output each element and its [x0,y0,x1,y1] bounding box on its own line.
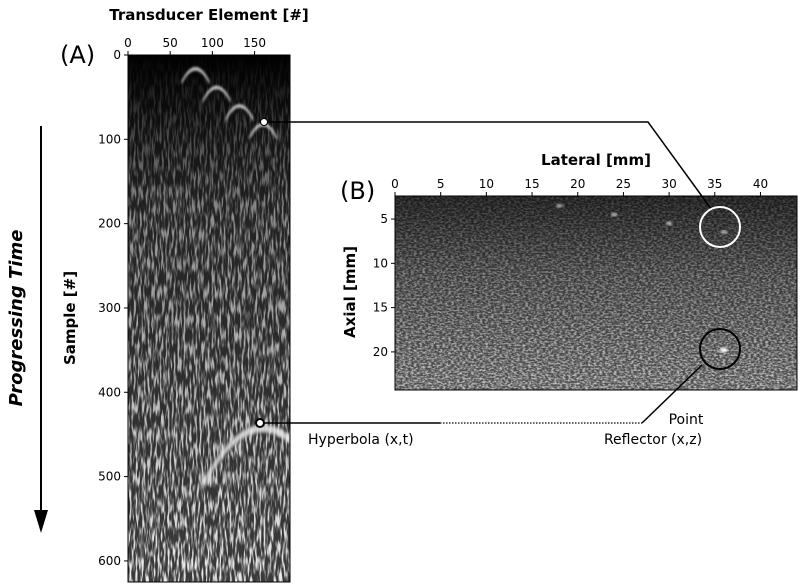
panel-b-x-tick-label: 5 [437,177,445,191]
panel-b-x-tick-label: 25 [616,177,631,191]
panel-b-y-tick-label: 10 [373,256,388,270]
beamformed-attenuation [395,196,797,390]
panel-b-y-axis-title: Axial [mm] [341,246,359,338]
panel-a-y-tick-label: 500 [98,470,121,484]
beamformed-image-panel: 0 5 10 15 20 25 30 35 40 5 10 15 20 [373,177,798,391]
panel-a-x-tick-label: 150 [243,36,266,50]
bottom-reflector-connector [641,364,703,424]
panel-a-x-tick-label: 100 [201,36,224,50]
panel-a-y-tick-label: 100 [98,132,121,146]
hyperbola-mark [202,85,231,104]
panel-b-y-tick-label: 15 [373,301,388,315]
panel-a-y-tick-label: 400 [98,385,121,399]
panel-b-x-tick-label: 10 [479,177,494,191]
channel-data-frame [127,54,291,583]
panel-a-y-tick-label: 600 [98,554,121,568]
point-reflector-mark [555,203,563,208]
reflector-label-line1: Point [669,412,704,428]
hyperbola-mark [225,103,254,122]
panel-b-label: (B) [340,177,375,205]
panel-b-x-tick-label: 0 [391,177,399,191]
point-reflector-mark [720,230,728,235]
top-reflector-circle [699,206,741,248]
top-reflector-connector [265,121,713,211]
panel-b-y-tick-label: 5 [380,212,388,226]
progressing-time-label: Progressing Time [6,230,27,407]
time-arrow [34,126,48,533]
beamformed-axes: 0 5 10 15 20 25 30 35 40 5 10 15 20 [373,177,768,359]
hyperbola-mark [201,424,290,493]
panel-a-y-tick-label: 0 [113,48,121,62]
panel-a-y-tick-label: 300 [98,301,121,315]
panel-b-x-tick-label: 40 [753,177,768,191]
hyperbola-label: Hyperbola (x,t) [308,432,414,448]
panel-b-y-tick-label: 20 [373,345,388,359]
panel-a-x-axis-title: Transducer Element [#] [109,6,309,24]
bottom-reflector-circle [699,328,741,370]
reflector-group [555,203,728,353]
hyperbola-mark [181,66,210,85]
bottom-hyperbola-marker [255,418,265,428]
panel-a-y-axis-title: Sample [#] [61,271,79,365]
connectors [255,118,741,428]
point-reflector-mark [665,221,673,226]
channel-data-attenuation [128,55,290,582]
panel-a-x-tick-label: 0 [124,36,132,50]
time-arrow-head [34,510,48,533]
hyperbola-group [181,66,290,493]
hyperbola-mark [249,122,277,141]
panel-a-y-tick-label: 200 [98,217,121,231]
channel-data-axes: 0 50 100 150 0 100 200 300 400 500 600 [98,36,266,568]
panel-b-x-tick-label: 20 [570,177,585,191]
channel-data-panel: 0 50 100 150 0 100 200 300 400 500 600 [98,36,291,583]
top-hyperbola-marker [260,118,268,126]
panel-b-x-tick-label: 35 [707,177,722,191]
panel-b-x-tick-label: 30 [661,177,676,191]
panel-b-x-axis-title: Lateral [mm] [541,151,651,169]
point-reflector-mark [610,212,618,217]
reflector-label-line2: Reflector (x,z) [604,432,702,448]
panel-a-label: (A) [60,41,95,69]
panel-a-x-tick-label: 50 [163,36,178,50]
panel-b-x-tick-label: 15 [524,177,539,191]
beamformed-frame [394,195,798,391]
point-reflector-mark [719,347,728,353]
